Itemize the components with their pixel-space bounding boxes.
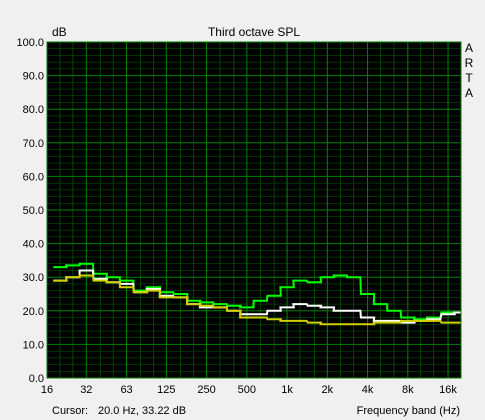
x-tick-label: 1k: [281, 384, 293, 396]
brand-letter: A: [465, 86, 473, 100]
cursor-readout: 20.0 Hz, 33.22 dB: [98, 405, 186, 417]
x-tick-label: 16: [41, 384, 53, 396]
chart-title: Third octave SPL: [208, 25, 300, 39]
x-tick-label: 500: [238, 384, 256, 396]
x-tick-label: 32: [80, 384, 92, 396]
y-axis-label: dB: [52, 25, 67, 39]
series-group: [53, 262, 461, 326]
x-tick-label: 4k: [362, 384, 374, 396]
x-tick-label: 16k: [439, 384, 457, 396]
y-tick-label: 50.0: [23, 205, 44, 217]
x-tick-label: 63: [120, 384, 132, 396]
x-tick-labels: 16 32 63 125 250 500 1k 2k 4k 8k 16k: [41, 384, 458, 396]
brand-letter: R: [465, 56, 474, 70]
y-tick-label: 30.0: [23, 272, 44, 284]
y-tick-label: 40.0: [23, 239, 44, 251]
y-tick-label: 80.0: [23, 104, 44, 116]
x-tick-label: 125: [157, 384, 175, 396]
series-line-1: [53, 262, 461, 321]
y-tick-label: 90.0: [23, 71, 44, 83]
cursor-label: Cursor:: [52, 405, 88, 417]
y-tick-label: 20.0: [23, 306, 44, 318]
x-tick-label: 250: [197, 384, 215, 396]
x-tick-label: 2k: [322, 384, 334, 396]
brand-letter: A: [465, 41, 473, 55]
y-tick-label: 60.0: [23, 171, 44, 183]
series-line-3: [53, 274, 461, 326]
plot-border: [46, 41, 462, 379]
brand-letter: T: [465, 71, 473, 85]
x-axis-label: Frequency band (Hz): [357, 405, 460, 417]
y-tick-label: 70.0: [23, 138, 44, 150]
x-tick-label: 8k: [402, 384, 414, 396]
y-tick-labels: 0.0 10.0 20.0 30.0 40.0 50.0 60.0 70.0 80.0 90.0 1…: [16, 37, 44, 385]
y-tick-label: 100.0: [16, 37, 44, 49]
y-tick-label: 0.0: [29, 373, 44, 385]
y-tick-label: 10.0: [23, 339, 44, 351]
